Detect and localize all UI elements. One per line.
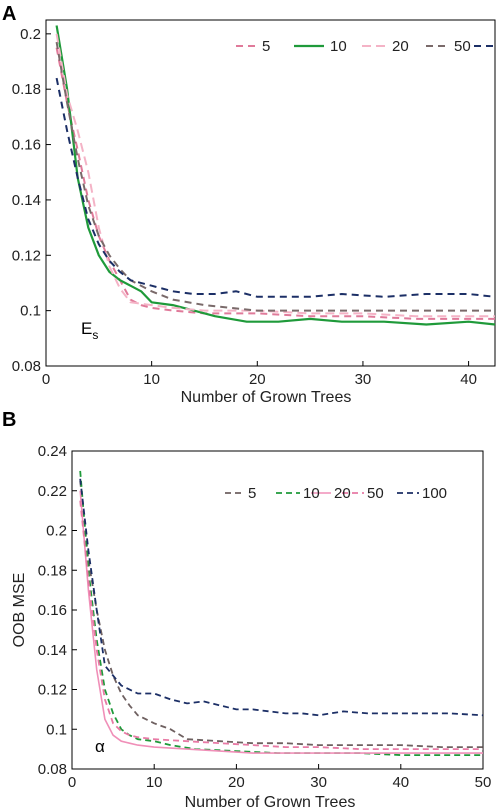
y-tick-label: 0.18	[12, 81, 41, 98]
x-tick-label: 0	[42, 371, 50, 388]
y-tick-label: 0.14	[38, 642, 67, 659]
x-tick-label: 30	[355, 371, 372, 388]
panel-b-label: B	[2, 409, 16, 431]
x-tick-label: 10	[146, 774, 163, 791]
x-tick-label: 40	[392, 774, 409, 791]
x-tick-label: 50	[475, 774, 492, 791]
panel-a-xlabel: Number of Grown Trees	[181, 389, 352, 406]
x-tick-label: 40	[460, 371, 477, 388]
y-tick-label: 0.18	[38, 562, 67, 579]
x-tick-label: 30	[310, 774, 327, 791]
x-tick-label: 10	[143, 371, 160, 388]
legend-label: 10	[330, 38, 347, 55]
panel-b: B 0 10 20 30 40 50 0.08 0.1 0.12 0.14 0.16 0.18 0.2…	[2, 409, 491, 811]
panel-a-y-ticks: 0.08 0.1 0.12 0.14 0.16 0.18 0.2	[12, 26, 51, 375]
y-tick-label: 0.08	[12, 358, 41, 375]
panel-a-annotation: Es	[81, 319, 98, 342]
series-line-100	[79, 478, 484, 717]
panel-b-series	[79, 470, 484, 756]
legend-label: 20	[334, 485, 351, 502]
panel-b-ylabel: OOB MSE	[11, 573, 28, 648]
panel-b-xlabel: Number of Grown Trees	[185, 794, 356, 811]
panel-b-annotation-main: α	[95, 737, 105, 756]
panel-a-annotation-sub: s	[92, 328, 98, 342]
y-tick-label: 0.16	[12, 137, 41, 154]
x-tick-label: 20	[228, 774, 245, 791]
panel-a-annotation-main: E	[81, 319, 92, 338]
y-tick-label: 0.12	[38, 682, 67, 699]
panel-a-axes-box	[45, 19, 496, 367]
panel-b-y-ticks: 0.08 0.1 0.12 0.14 0.16 0.18 0.2 0.22 0.24	[38, 443, 77, 778]
x-tick-label: 20	[249, 371, 266, 388]
panel-a-label: A	[2, 3, 16, 25]
y-tick-label: 0.24	[38, 443, 67, 460]
panel-b-legend: 5 10 20 50 100	[225, 485, 447, 502]
panel-a-legend: 5 10 20 50	[236, 38, 494, 55]
panel-a-x-ticks: 0 10 20 30 40	[42, 361, 477, 388]
legend-label: 5	[262, 38, 270, 55]
y-tick-label: 0.08	[38, 761, 67, 778]
series-line-10	[55, 25, 496, 326]
panel-a-series	[55, 25, 496, 326]
legend-label: 5	[248, 485, 256, 502]
series-line-50	[79, 500, 483, 750]
y-tick-label: 0.1	[46, 721, 67, 738]
y-tick-label: 0.22	[38, 483, 67, 500]
legend-label: 50	[367, 485, 384, 502]
series-line-10	[79, 470, 483, 756]
series-line-20	[55, 33, 495, 318]
legend-label: 10	[303, 485, 320, 502]
series-line-unlabeled-4	[55, 77, 496, 298]
x-tick-label: 0	[68, 774, 76, 791]
panel-a: A 0 10 20 30 40 0.08 0.1 0.12 0.14 0.16 0.18 0.2 5…	[2, 3, 496, 406]
y-tick-label: 0.12	[12, 247, 41, 264]
y-tick-label: 0.2	[46, 523, 67, 540]
y-tick-label: 0.2	[20, 26, 41, 43]
y-tick-label: 0.16	[38, 602, 67, 619]
y-tick-label: 0.14	[12, 192, 41, 209]
legend-label: 50	[454, 38, 471, 55]
legend-label: 20	[392, 38, 409, 55]
series-line-20	[79, 490, 483, 754]
y-tick-label: 0.1	[20, 303, 41, 320]
legend-label: 100	[422, 485, 447, 502]
panel-b-annotation: α	[95, 737, 105, 756]
series-line-50	[55, 41, 495, 312]
series-line-5	[55, 47, 495, 320]
panel-b-x-ticks: 0 10 20 30 40 50	[68, 764, 492, 791]
series-line-5	[79, 480, 483, 748]
